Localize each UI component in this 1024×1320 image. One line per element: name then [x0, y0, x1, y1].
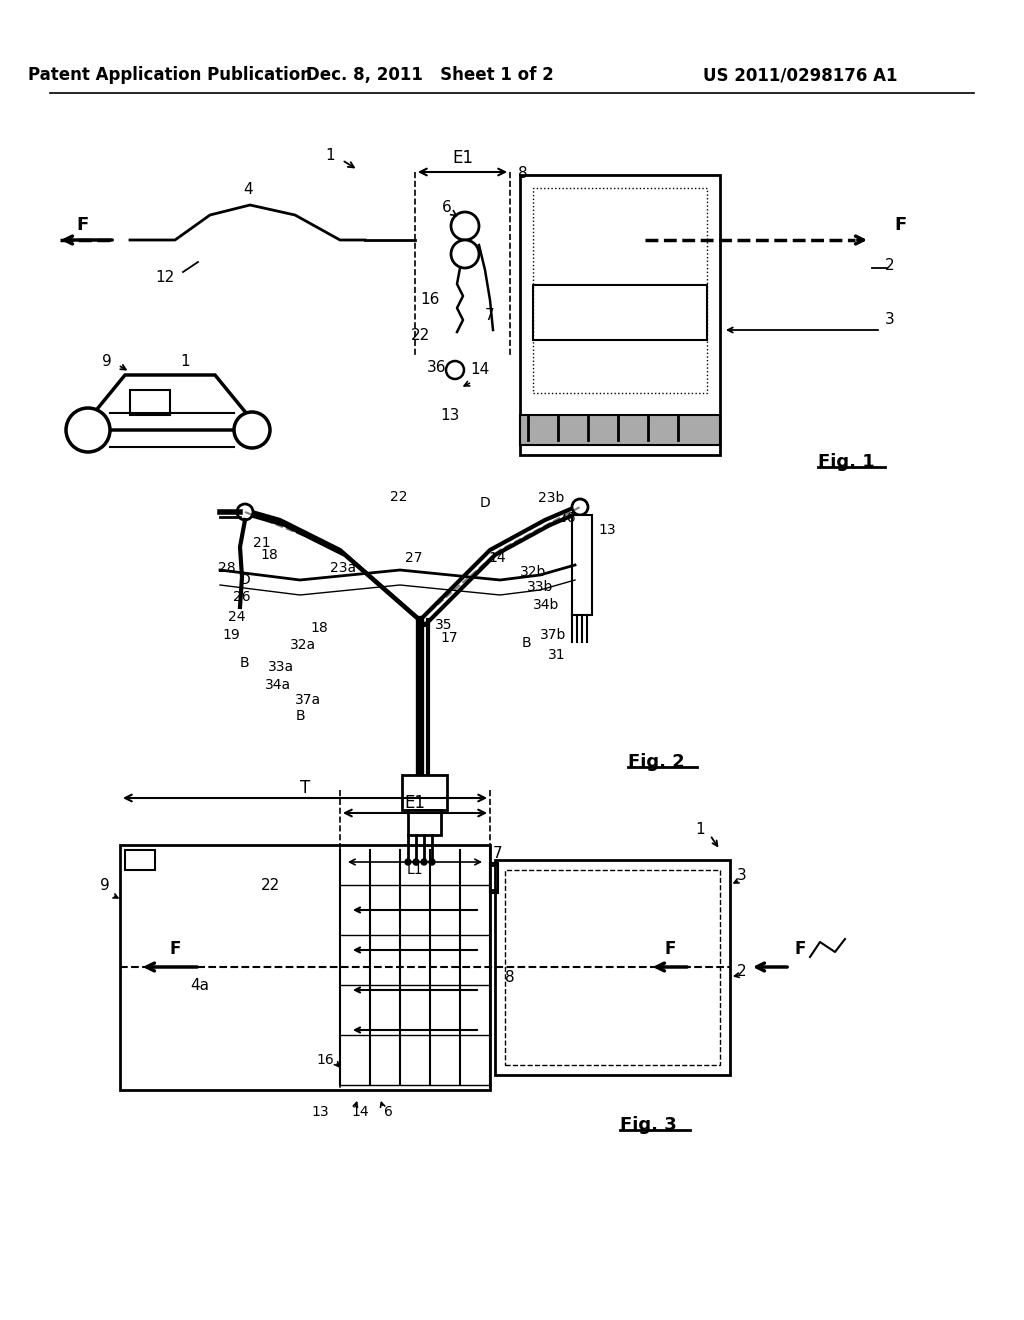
- Text: 4a: 4a: [190, 978, 210, 993]
- Circle shape: [421, 859, 427, 865]
- Text: 1: 1: [326, 148, 335, 162]
- Text: 19: 19: [222, 628, 240, 642]
- Text: B: B: [522, 636, 531, 649]
- Text: 33a: 33a: [268, 660, 294, 675]
- Text: 7: 7: [485, 308, 495, 322]
- Circle shape: [237, 504, 253, 520]
- Text: 3: 3: [737, 867, 746, 883]
- Text: 21: 21: [253, 536, 270, 550]
- Text: 22: 22: [411, 327, 430, 342]
- Text: 1: 1: [180, 355, 189, 370]
- Bar: [534, 187, 707, 393]
- Text: 22: 22: [260, 878, 280, 892]
- Text: 18: 18: [260, 548, 278, 562]
- Text: 28: 28: [218, 561, 236, 576]
- Text: 9: 9: [102, 355, 112, 370]
- Text: 32b: 32b: [520, 565, 547, 579]
- Circle shape: [429, 859, 435, 865]
- Text: 13: 13: [598, 523, 615, 537]
- Text: 2: 2: [885, 257, 895, 272]
- Text: 3: 3: [885, 313, 895, 327]
- Text: 26: 26: [558, 511, 575, 525]
- Circle shape: [234, 412, 270, 447]
- Text: F: F: [795, 940, 806, 958]
- Text: 23b: 23b: [538, 491, 564, 506]
- Text: D: D: [240, 573, 251, 587]
- Text: 13: 13: [440, 408, 460, 422]
- Text: 12: 12: [156, 271, 175, 285]
- Bar: [125, 850, 155, 870]
- Circle shape: [572, 499, 588, 515]
- Bar: [534, 285, 707, 341]
- Circle shape: [451, 240, 479, 268]
- Text: L1: L1: [407, 863, 423, 876]
- Text: 8: 8: [518, 165, 527, 181]
- Text: 14: 14: [488, 550, 506, 565]
- Text: Fig. 2: Fig. 2: [628, 752, 685, 771]
- Bar: [402, 775, 447, 810]
- Circle shape: [451, 213, 479, 240]
- Text: 24: 24: [228, 610, 246, 624]
- Text: 14: 14: [351, 1105, 369, 1119]
- Text: 23a: 23a: [330, 561, 356, 576]
- Text: 4: 4: [243, 182, 253, 198]
- Text: D: D: [480, 496, 490, 510]
- Text: Patent Application Publication: Patent Application Publication: [28, 66, 312, 84]
- Text: 9: 9: [100, 878, 110, 892]
- Text: 34b: 34b: [534, 598, 559, 612]
- Text: 37b: 37b: [540, 628, 566, 642]
- Text: 35: 35: [435, 618, 453, 632]
- Text: 22: 22: [390, 490, 408, 504]
- Text: 31: 31: [548, 648, 565, 663]
- Bar: [490, 863, 498, 894]
- Text: 27: 27: [406, 550, 423, 565]
- Text: Fig. 3: Fig. 3: [620, 1115, 677, 1134]
- Text: 26: 26: [233, 590, 251, 605]
- Text: T: T: [300, 779, 310, 797]
- Bar: [505, 870, 720, 1065]
- Text: F: F: [665, 940, 676, 958]
- Text: E1: E1: [404, 795, 426, 812]
- Bar: [520, 176, 720, 455]
- Text: 8: 8: [505, 969, 515, 985]
- Text: 6: 6: [384, 1105, 392, 1119]
- Text: 16: 16: [420, 293, 439, 308]
- Bar: [495, 861, 730, 1074]
- Text: Fig. 1: Fig. 1: [818, 453, 874, 471]
- Circle shape: [406, 859, 411, 865]
- Text: 32a: 32a: [290, 638, 316, 652]
- Text: 33b: 33b: [527, 579, 553, 594]
- Text: 13: 13: [311, 1105, 329, 1119]
- Text: E1: E1: [453, 149, 473, 168]
- Text: F: F: [894, 216, 906, 234]
- Text: 6: 6: [442, 201, 452, 215]
- Text: B: B: [296, 709, 305, 723]
- Circle shape: [66, 408, 110, 451]
- Text: 36: 36: [427, 359, 446, 375]
- Text: 14: 14: [470, 363, 489, 378]
- Text: Dec. 8, 2011   Sheet 1 of 2: Dec. 8, 2011 Sheet 1 of 2: [306, 66, 554, 84]
- Text: US 2011/0298176 A1: US 2011/0298176 A1: [702, 66, 897, 84]
- Text: 37a: 37a: [295, 693, 322, 708]
- Text: F: F: [169, 940, 180, 958]
- Text: 17: 17: [440, 631, 458, 645]
- Bar: [130, 389, 170, 414]
- Text: 7: 7: [494, 846, 503, 861]
- Bar: [120, 845, 490, 1090]
- Text: 18: 18: [310, 620, 328, 635]
- Circle shape: [446, 360, 464, 379]
- Text: 16: 16: [316, 1053, 334, 1067]
- Bar: [520, 414, 720, 445]
- Circle shape: [413, 859, 419, 865]
- Text: 2: 2: [737, 965, 746, 979]
- Text: B: B: [240, 656, 250, 671]
- Bar: [408, 810, 441, 836]
- Text: F: F: [76, 216, 88, 234]
- Bar: [572, 515, 592, 615]
- Text: 1: 1: [695, 822, 705, 837]
- Text: 34a: 34a: [265, 678, 291, 692]
